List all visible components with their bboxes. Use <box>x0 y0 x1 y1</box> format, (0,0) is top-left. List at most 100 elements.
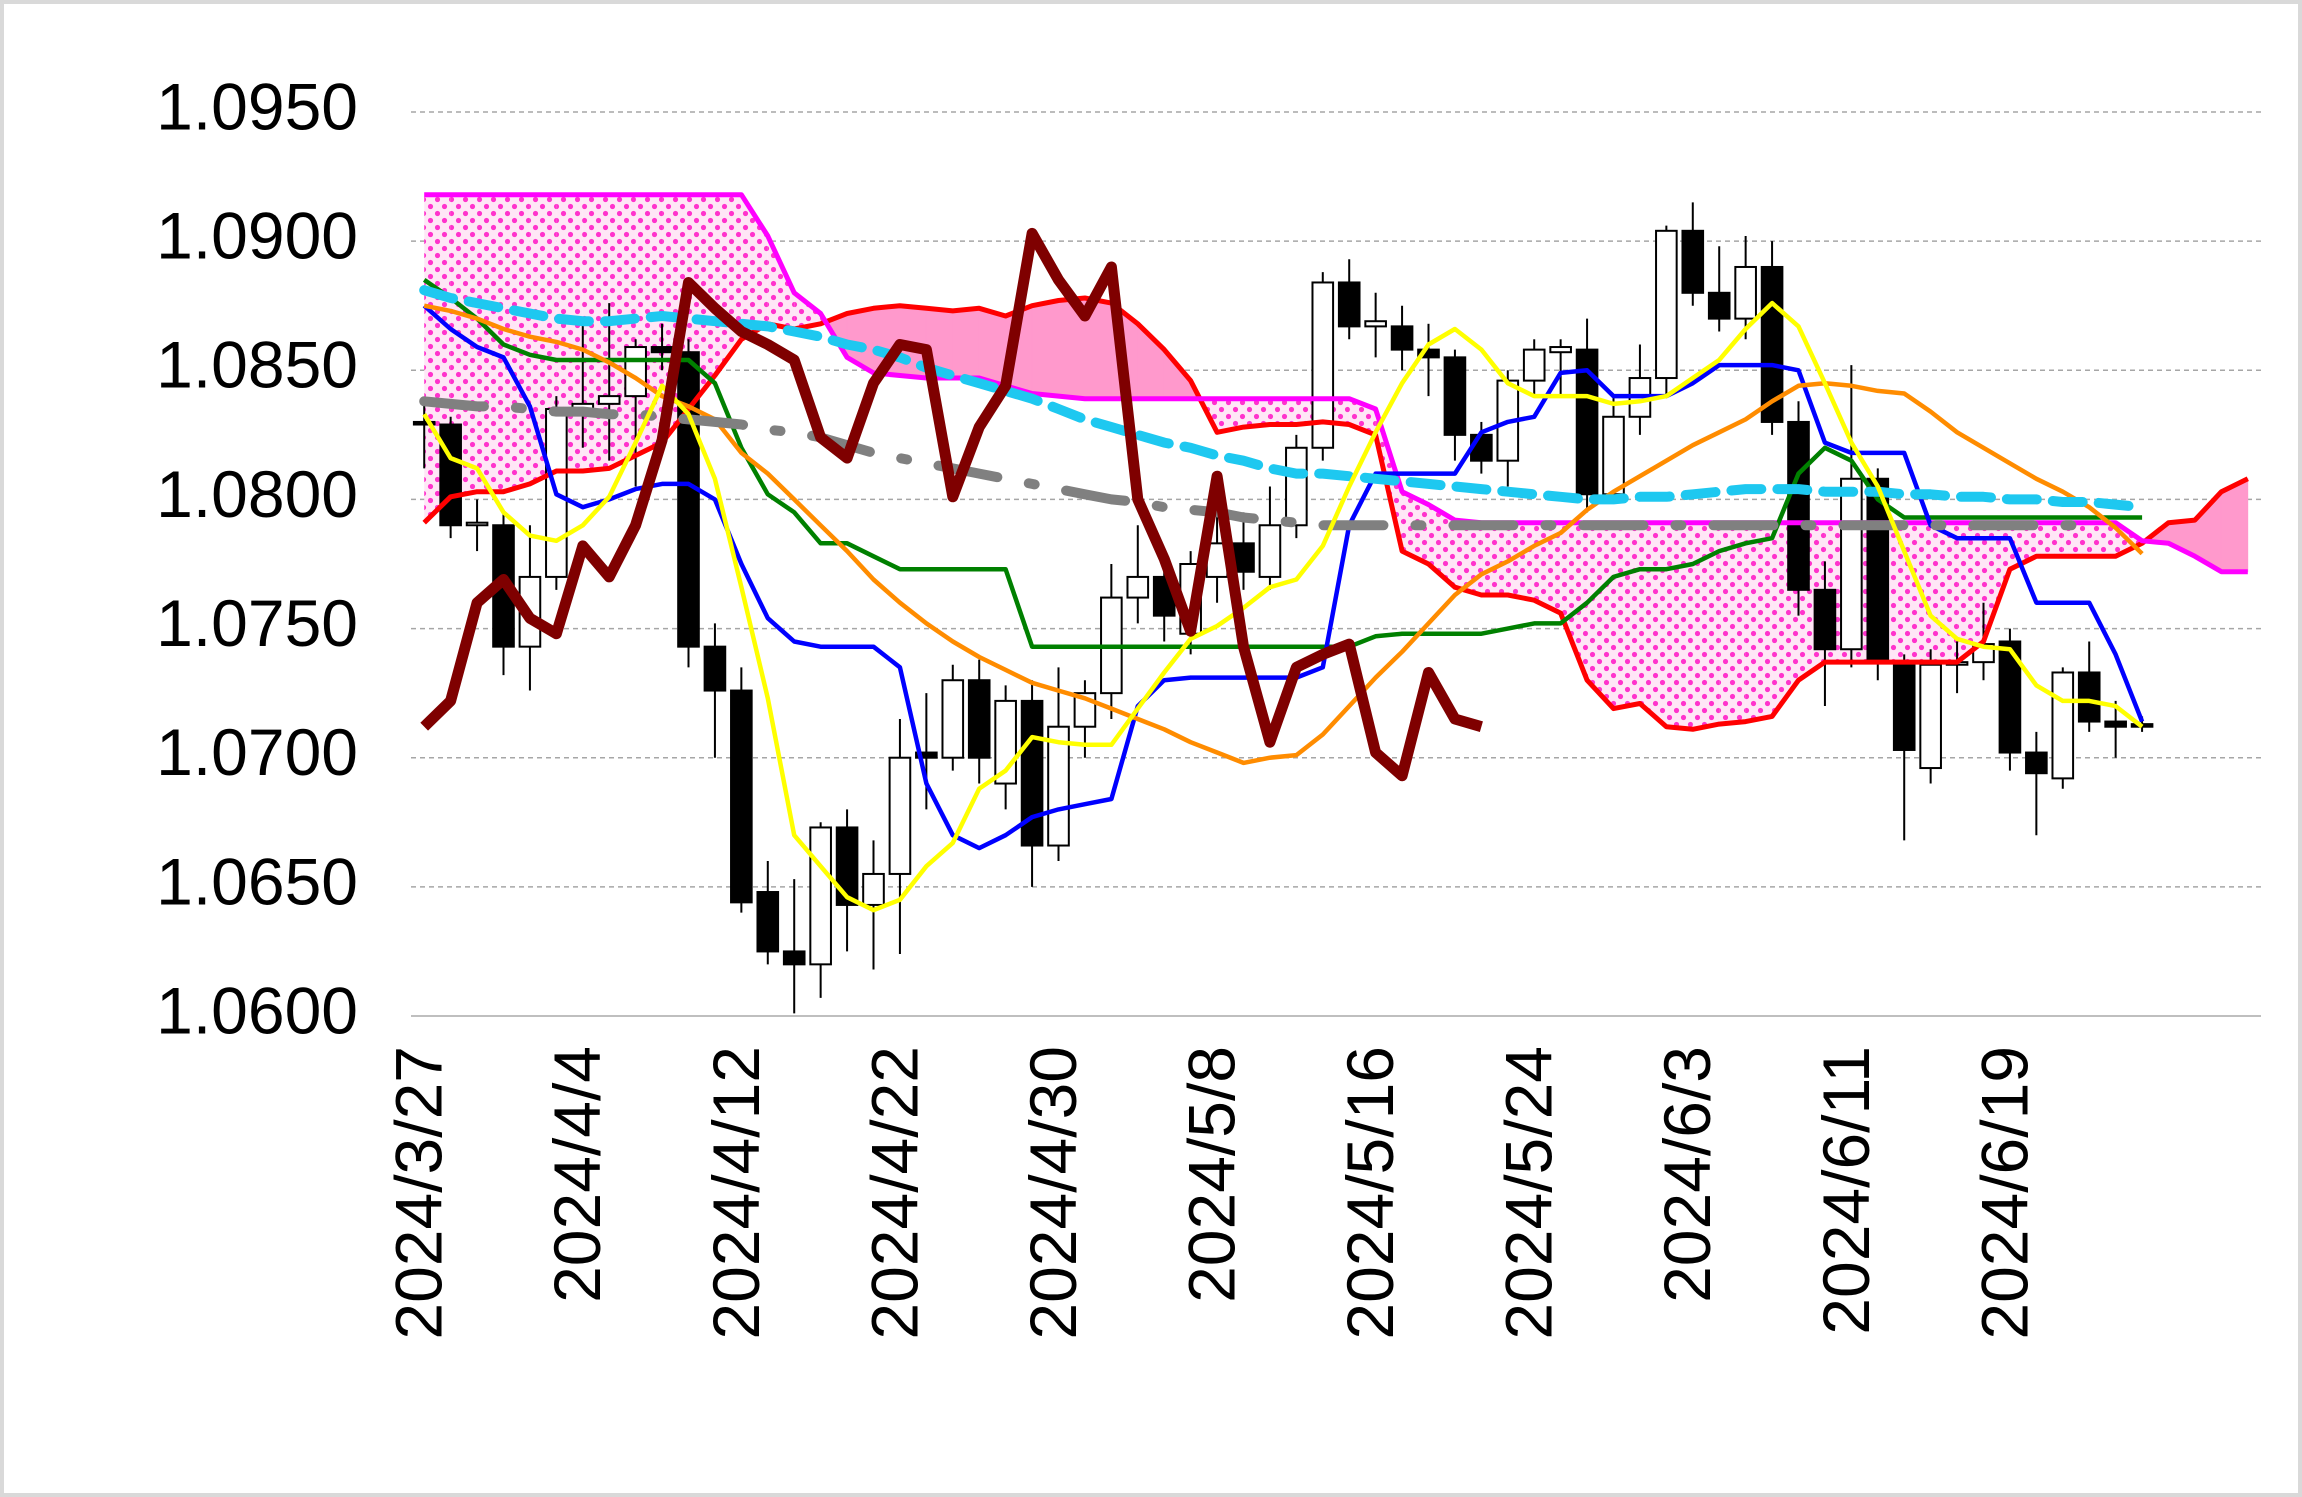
x-tick-label: 2024/5/24 <box>1492 1046 1566 1340</box>
candle-body <box>2077 671 2101 723</box>
y-tick-label: 1.0750 <box>156 586 358 660</box>
cloud <box>794 292 821 329</box>
candle-body <box>439 423 462 527</box>
cloud <box>2220 478 2249 573</box>
indicator-line <box>419 396 2095 531</box>
candle-body <box>809 826 832 966</box>
y-tick-label: 1.0850 <box>156 328 358 402</box>
candle-body <box>1443 356 1467 436</box>
candle-body <box>756 891 780 953</box>
x-tick-label: 2024/6/3 <box>1650 1046 1724 1303</box>
candle-body <box>1258 524 1282 578</box>
candle-body <box>730 689 753 904</box>
candle-body <box>835 826 859 906</box>
cloud <box>609 194 636 469</box>
candle-body <box>1840 477 1863 651</box>
candle-body <box>862 872 885 906</box>
candle-body <box>1337 281 1361 328</box>
candle-body <box>782 950 806 966</box>
candle-body <box>1707 291 1731 320</box>
x-tick-label: 2024/4/12 <box>699 1046 773 1340</box>
cloud <box>1666 522 1693 730</box>
cloud <box>2089 522 2116 557</box>
candle-body <box>1655 229 1678 380</box>
candle-body <box>2051 671 2075 780</box>
cloud <box>2062 522 2090 557</box>
cloud <box>556 194 583 472</box>
candle-body <box>1575 348 1599 496</box>
cloud <box>1560 522 1588 681</box>
candle-body <box>1126 575 1150 599</box>
cloud <box>741 194 768 340</box>
cloud <box>1269 398 1297 425</box>
candle-body <box>915 751 938 759</box>
candle-body <box>1734 265 1757 320</box>
candle-body <box>1919 663 1942 770</box>
x-tick-label: 2024/4/30 <box>1016 1046 1090 1340</box>
cloud <box>1692 522 1720 730</box>
candle-body <box>597 395 621 405</box>
x-tick-label: 2024/5/16 <box>1333 1046 1407 1340</box>
y-tick-label: 1.0700 <box>156 715 358 789</box>
candle-body <box>1417 348 1440 359</box>
candle-body <box>2025 751 2048 775</box>
y-tick-label: 1.0950 <box>156 69 358 143</box>
x-tick-label: 2024/4/22 <box>857 1046 931 1340</box>
candle-body <box>1311 281 1335 449</box>
candle-body <box>1549 346 1572 354</box>
candle-body <box>1681 229 1705 294</box>
candle-body <box>465 521 489 527</box>
y-tick-label: 1.0800 <box>156 457 358 531</box>
cloud <box>1639 522 1667 727</box>
x-tick-label: 2024/4/4 <box>540 1046 614 1303</box>
x-tick-label: 2024/6/19 <box>1967 1046 2041 1340</box>
candle-body <box>650 346 674 354</box>
cloud <box>582 194 610 472</box>
cloud <box>767 235 795 329</box>
candle-body <box>941 679 965 759</box>
cloud <box>2036 522 2063 557</box>
candle-body <box>1047 725 1070 847</box>
y-tick-label: 1.0600 <box>156 973 358 1047</box>
x-tick-label: 2024/5/8 <box>1175 1046 1249 1303</box>
cloud <box>1217 398 1244 433</box>
candle-body <box>967 679 991 759</box>
candle-body <box>1787 420 1810 591</box>
cloud <box>1454 520 1482 595</box>
cloud <box>978 307 1007 387</box>
x-tick-label: 2024/3/27 <box>382 1046 456 1340</box>
candle-body <box>1285 446 1308 527</box>
indicator-line <box>420 227 1483 782</box>
cloud <box>1957 522 1984 663</box>
cloud <box>1507 522 1535 601</box>
indicator-line <box>419 285 2148 513</box>
cloud <box>1930 522 1958 663</box>
cloud <box>1534 522 1561 614</box>
cloud <box>1587 522 1614 709</box>
cloud <box>1745 522 1773 722</box>
candle-body <box>2104 720 2127 728</box>
candle-body <box>1364 320 1387 328</box>
cloud <box>1983 522 2010 642</box>
cloud <box>1031 300 1059 397</box>
candle-body <box>1602 415 1625 496</box>
cloud <box>1481 522 1508 595</box>
cloud <box>1243 398 1270 428</box>
y-tick-label: 1.0900 <box>156 199 358 273</box>
candle-body <box>888 756 912 875</box>
candle-body <box>412 420 436 426</box>
indicator-line <box>422 278 2143 649</box>
cloud <box>1719 522 1746 725</box>
cloud <box>450 194 478 497</box>
cloud <box>1613 522 1640 709</box>
x-tick-label: 2024/6/11 <box>1809 1046 1883 1335</box>
indicator-line <box>422 300 2144 913</box>
candle-body <box>1390 325 1414 351</box>
cloud <box>503 194 530 492</box>
candle-body <box>1892 661 1916 751</box>
candle-body <box>1813 588 1837 651</box>
cloud <box>952 307 980 379</box>
candle-body <box>1522 348 1546 382</box>
